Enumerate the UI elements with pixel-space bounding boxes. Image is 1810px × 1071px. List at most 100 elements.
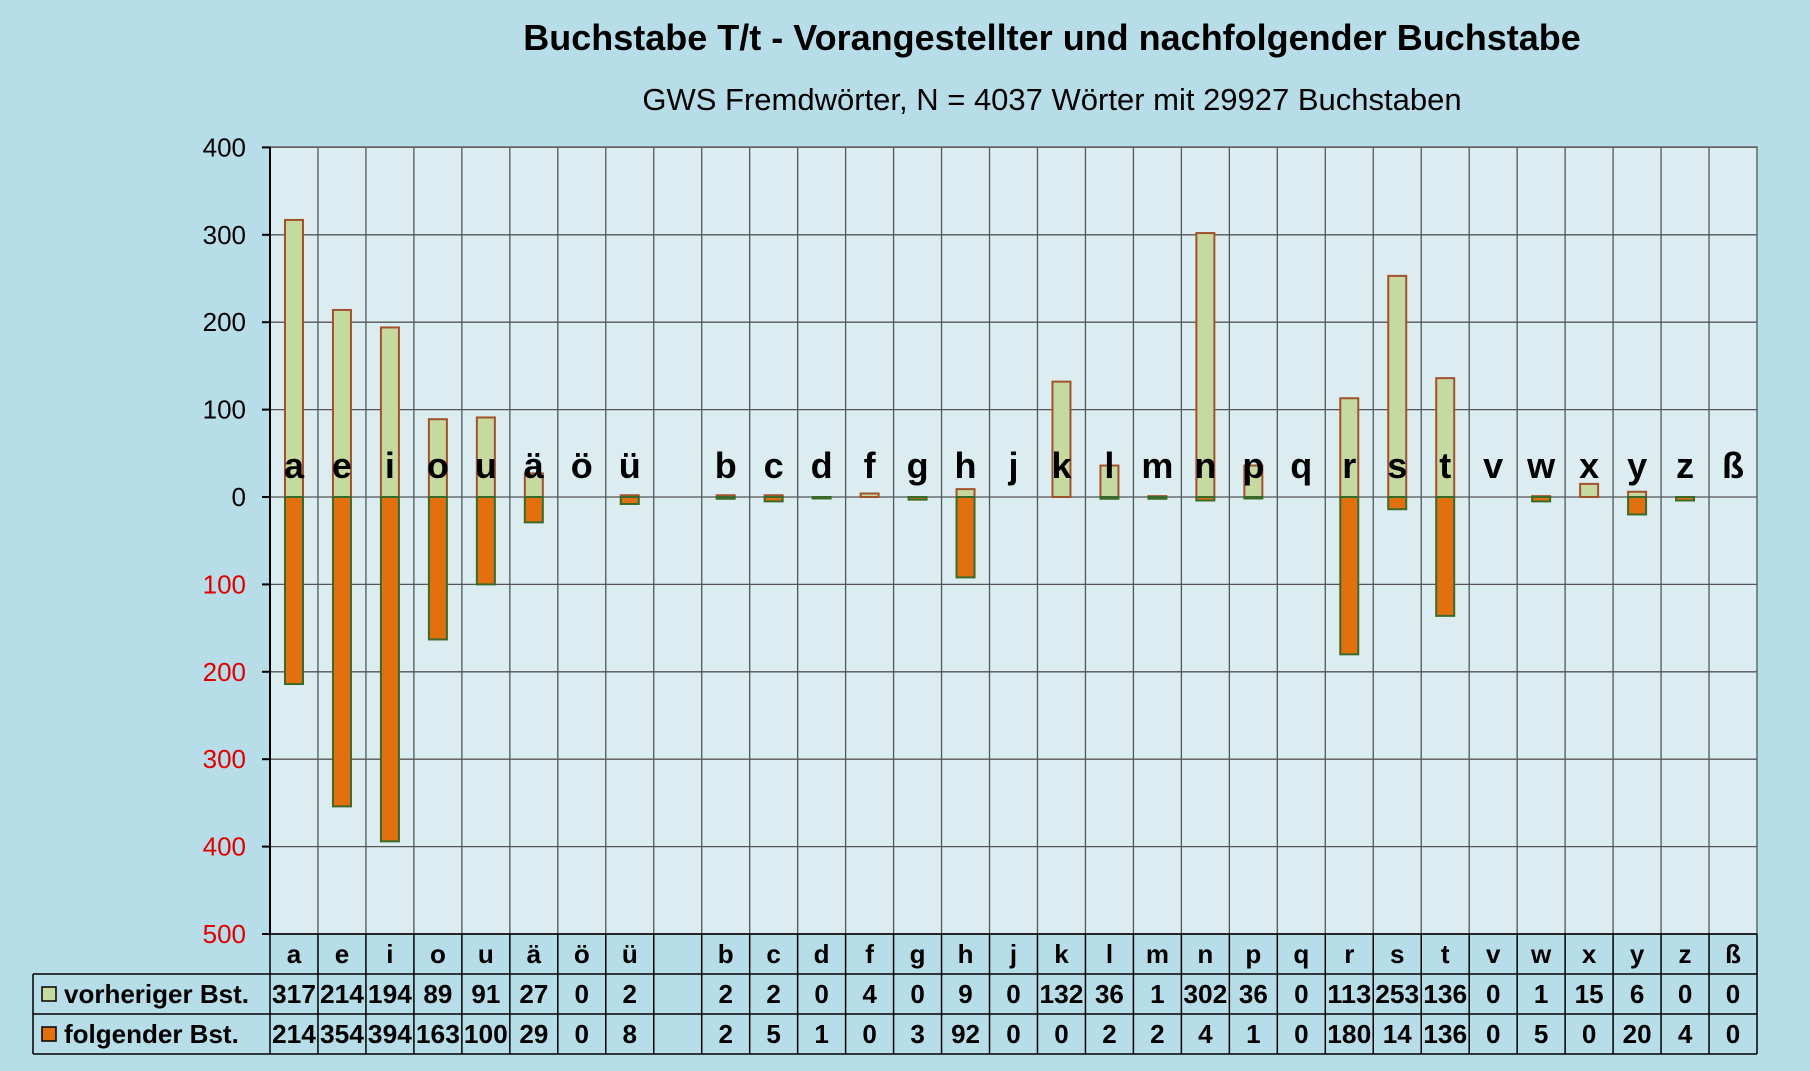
category-letter: i [385,445,395,486]
table-value-cell: 1 [814,1019,828,1049]
table-header-cell: ö [574,939,590,969]
table-value-cell: 3 [910,1019,924,1049]
table-header-cell: u [478,939,494,969]
bar-folgender [1099,496,1120,500]
table-value-cell: 214 [320,979,365,1009]
bar-folgender [907,496,928,501]
table-value-cell: 0 [1006,979,1020,1009]
category-letter: x [1579,445,1599,486]
table-value-cell: 163 [416,1019,460,1049]
table-header-cell: ä [527,939,542,969]
category-letter: e [332,445,352,486]
plot-area [270,147,1757,934]
category-letter: s [1387,445,1407,486]
table-header-cell: ß [1725,939,1741,969]
legend-swatch [41,986,57,1002]
table-value-cell: 0 [1294,1019,1308,1049]
y-tick-label: 0 [232,482,246,512]
bar-folgender [811,496,832,500]
category-letter: m [1141,445,1173,486]
table-header-cell: k [1054,939,1069,969]
table-value-cell: 92 [951,1019,980,1049]
category-letter: f [864,445,877,486]
category-letter: l [1104,445,1114,486]
category-letter: ß [1722,445,1744,486]
table-value-cell: 4 [862,979,877,1009]
table-value-cell: 0 [1678,979,1692,1009]
table-header-cell: d [814,939,830,969]
table-value-cell: 2 [766,979,780,1009]
table-value-cell: 91 [471,979,500,1009]
table-header-cell: ü [622,939,638,969]
table-value-cell: 1 [1534,979,1548,1009]
table-value-cell: 253 [1375,979,1419,1009]
category-letter: h [955,445,977,486]
category-letter: d [811,445,833,486]
table-header-cell: b [718,939,734,969]
table-value-cell: 132 [1039,979,1083,1009]
category-letter: n [1194,445,1216,486]
category-letter: ä [524,445,545,486]
table-header-cell: t [1441,939,1450,969]
category-letter: y [1627,445,1647,486]
table-value-cell: 214 [272,1019,317,1049]
table-header-cell: g [910,939,926,969]
y-tick-label: 400 [203,832,246,862]
table-header-cell: f [865,939,874,969]
table-value-cell: 20 [1623,1019,1652,1049]
table-header-cell: l [1106,939,1113,969]
bar-folgender [331,496,352,808]
category-letter: t [1439,445,1451,486]
table-value-cell: 180 [1327,1019,1371,1049]
bar-vorheriger [1051,380,1072,498]
category-letter: c [764,445,784,486]
bar-folgender [955,496,976,579]
table-value-cell: 136 [1423,1019,1467,1049]
table-header-cell: e [335,939,349,969]
y-tick-label: 300 [203,220,246,250]
bar-folgender [1147,496,1168,500]
table-value-cell: 136 [1423,979,1467,1009]
bar-folgender [619,496,640,505]
table-header-cell: i [386,939,393,969]
table-value-cell: 2 [1150,1019,1164,1049]
category-letter: o [427,445,449,486]
y-tick-label: 300 [203,744,246,774]
bar-folgender [475,496,496,586]
table-value-cell: 0 [575,979,589,1009]
chart-title: Buchstabe T/t - Vorangestellter und nach… [523,17,1580,58]
table-value-cell: 1 [1246,1019,1260,1049]
category-letter: u [475,445,497,486]
table-value-cell: 113 [1327,979,1371,1009]
table-header-cell: p [1245,939,1261,969]
table-value-cell: 2 [623,979,637,1009]
table-value-cell: 0 [910,979,924,1009]
table-value-cell: 0 [1726,979,1740,1009]
table-header-cell: s [1390,939,1404,969]
table-value-cell: 29 [519,1019,548,1049]
table-value-cell: 354 [320,1019,365,1049]
bar-folgender [379,496,400,843]
table-value-cell: 0 [575,1019,589,1049]
category-letter: g [907,445,929,486]
category-letter: j [1007,445,1018,486]
bar-folgender [1195,496,1216,502]
category-letter: b [715,445,737,486]
bar-folgender [1627,496,1648,516]
data-table: a e i o u ä ö ü b c d f g h j k l m n p q r s t v w x y z ß vorheriger… [32,933,1758,1055]
category-letter: w [1526,445,1556,486]
table-value-cell: 2 [718,979,732,1009]
bar-folgender [1435,496,1456,617]
y-tick-label: 400 [203,132,246,162]
table-value-cell: 5 [1534,1019,1548,1049]
table-value-cell: 0 [1054,1019,1068,1049]
table-header-cell: n [1197,939,1213,969]
table-value-cell: 36 [1239,979,1268,1009]
table-header-cell: a [287,939,302,969]
category-letter: r [1342,445,1356,486]
bar-folgender [283,496,304,686]
table-value-cell: 0 [1294,979,1308,1009]
table-value-cell: 2 [1102,1019,1116,1049]
